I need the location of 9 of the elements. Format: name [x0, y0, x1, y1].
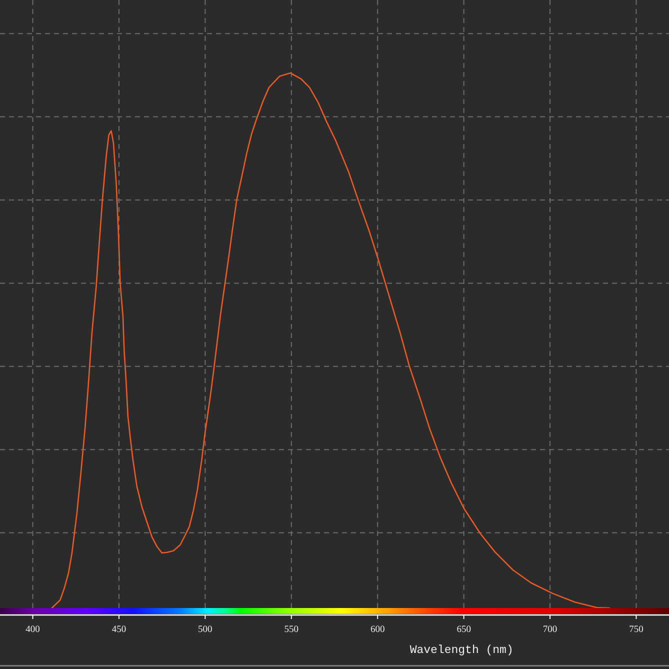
x-tick-label: 600	[370, 625, 385, 635]
x-tick-label: 700	[542, 625, 558, 635]
x-tick-label: 500	[198, 625, 213, 635]
x-tick-label: 450	[112, 625, 126, 635]
x-tick-label: 750	[629, 625, 644, 635]
x-axis-title: Wavelength (nm)	[410, 644, 514, 657]
x-tick-label: 650	[456, 625, 472, 635]
x-tick-label: 400	[26, 625, 40, 635]
x-tick-label: 550	[284, 625, 299, 635]
